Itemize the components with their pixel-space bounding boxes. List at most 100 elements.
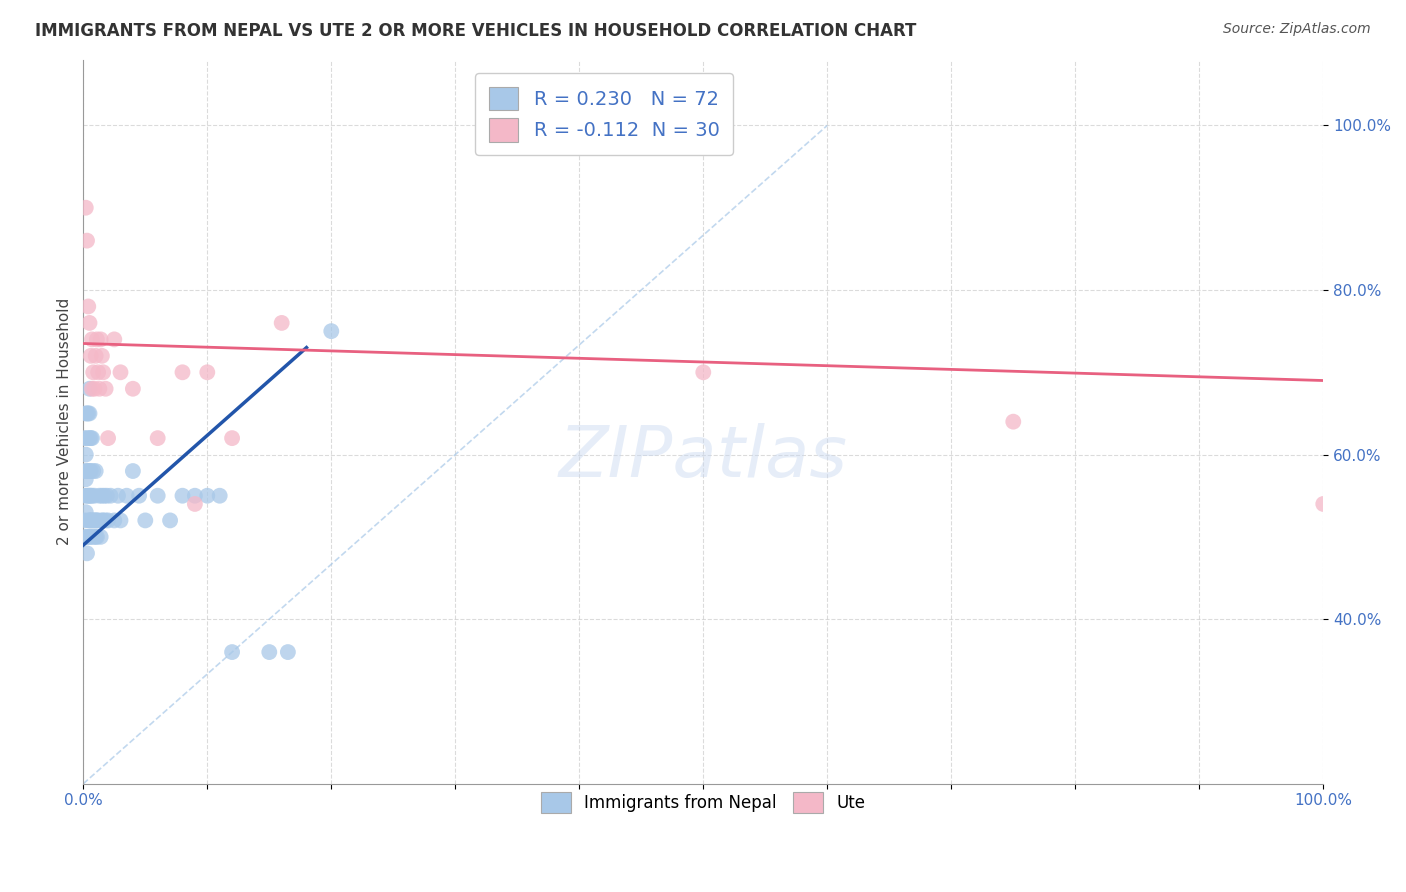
Point <box>94 513 117 527</box>
Point <box>97 431 120 445</box>
Point <box>75 472 97 486</box>
Point <box>79 530 101 544</box>
Point <box>208 489 231 503</box>
Point <box>79 316 101 330</box>
Point <box>80 382 103 396</box>
Point <box>77 489 100 503</box>
Point <box>84 464 107 478</box>
Point <box>91 365 114 379</box>
Point <box>270 316 292 330</box>
Point <box>91 513 114 527</box>
Point <box>80 332 103 346</box>
Point <box>110 365 132 379</box>
Point <box>76 546 98 560</box>
Point <box>79 382 101 396</box>
Point <box>90 513 112 527</box>
Y-axis label: 2 or more Vehicles in Household: 2 or more Vehicles in Household <box>58 298 72 545</box>
Point <box>80 513 103 527</box>
Point <box>86 530 108 544</box>
Point <box>75 201 97 215</box>
Point <box>77 464 100 478</box>
Point <box>195 489 218 503</box>
Point <box>75 505 97 519</box>
Point <box>103 332 125 346</box>
Point <box>79 406 101 420</box>
Point <box>97 513 120 527</box>
Point <box>76 431 98 445</box>
Point <box>80 431 103 445</box>
Point <box>83 489 105 503</box>
Point <box>103 513 125 527</box>
Point <box>87 365 110 379</box>
Point <box>75 530 97 544</box>
Point <box>73 513 96 527</box>
Point <box>86 332 108 346</box>
Point <box>84 513 107 527</box>
Point <box>73 489 96 503</box>
Point <box>87 513 110 527</box>
Point <box>79 431 101 445</box>
Point <box>82 464 104 478</box>
Point <box>77 406 100 420</box>
Point <box>82 513 104 527</box>
Point <box>79 489 101 503</box>
Point <box>277 645 299 659</box>
Point <box>321 324 343 338</box>
Text: IMMIGRANTS FROM NEPAL VS UTE 2 OR MORE VEHICLES IN HOUSEHOLD CORRELATION CHART: IMMIGRANTS FROM NEPAL VS UTE 2 OR MORE V… <box>35 22 917 40</box>
Point <box>90 332 112 346</box>
Point <box>76 406 98 420</box>
Point <box>221 431 243 445</box>
Point <box>90 349 112 363</box>
Point <box>115 489 138 503</box>
Point <box>76 464 98 478</box>
Point <box>89 489 111 503</box>
Point <box>146 489 169 503</box>
Point <box>93 489 115 503</box>
Point <box>90 530 112 544</box>
Point <box>128 489 150 503</box>
Point <box>221 645 243 659</box>
Text: Source: ZipAtlas.com: Source: ZipAtlas.com <box>1223 22 1371 37</box>
Point <box>82 365 104 379</box>
Point <box>134 513 156 527</box>
Point <box>110 513 132 527</box>
Point <box>80 513 103 527</box>
Point <box>73 431 96 445</box>
Point <box>80 530 103 544</box>
Point <box>86 513 108 527</box>
Point <box>76 530 98 544</box>
Point <box>692 365 714 379</box>
Point <box>84 349 107 363</box>
Point <box>100 489 122 503</box>
Point <box>90 489 112 503</box>
Point <box>94 382 117 396</box>
Point <box>96 489 118 503</box>
Point <box>75 406 97 420</box>
Point <box>80 489 103 503</box>
Point <box>146 431 169 445</box>
Text: ZIPatlas: ZIPatlas <box>558 424 848 492</box>
Point <box>195 365 218 379</box>
Point <box>80 489 103 503</box>
Point <box>76 234 98 248</box>
Point <box>122 464 145 478</box>
Point <box>75 448 97 462</box>
Point <box>73 464 96 478</box>
Point <box>1312 497 1334 511</box>
Point <box>83 382 105 396</box>
Point <box>80 349 103 363</box>
Point <box>80 431 103 445</box>
Point <box>84 530 107 544</box>
Point <box>79 464 101 478</box>
Legend: Immigrants from Nepal, Ute: Immigrants from Nepal, Ute <box>527 779 879 826</box>
Point <box>259 645 281 659</box>
Point <box>172 365 194 379</box>
Point <box>79 513 101 527</box>
Point <box>77 300 100 314</box>
Point <box>89 382 111 396</box>
Point <box>159 513 181 527</box>
Point <box>80 464 103 478</box>
Point <box>172 489 194 503</box>
Point <box>83 513 105 527</box>
Point <box>107 489 129 503</box>
